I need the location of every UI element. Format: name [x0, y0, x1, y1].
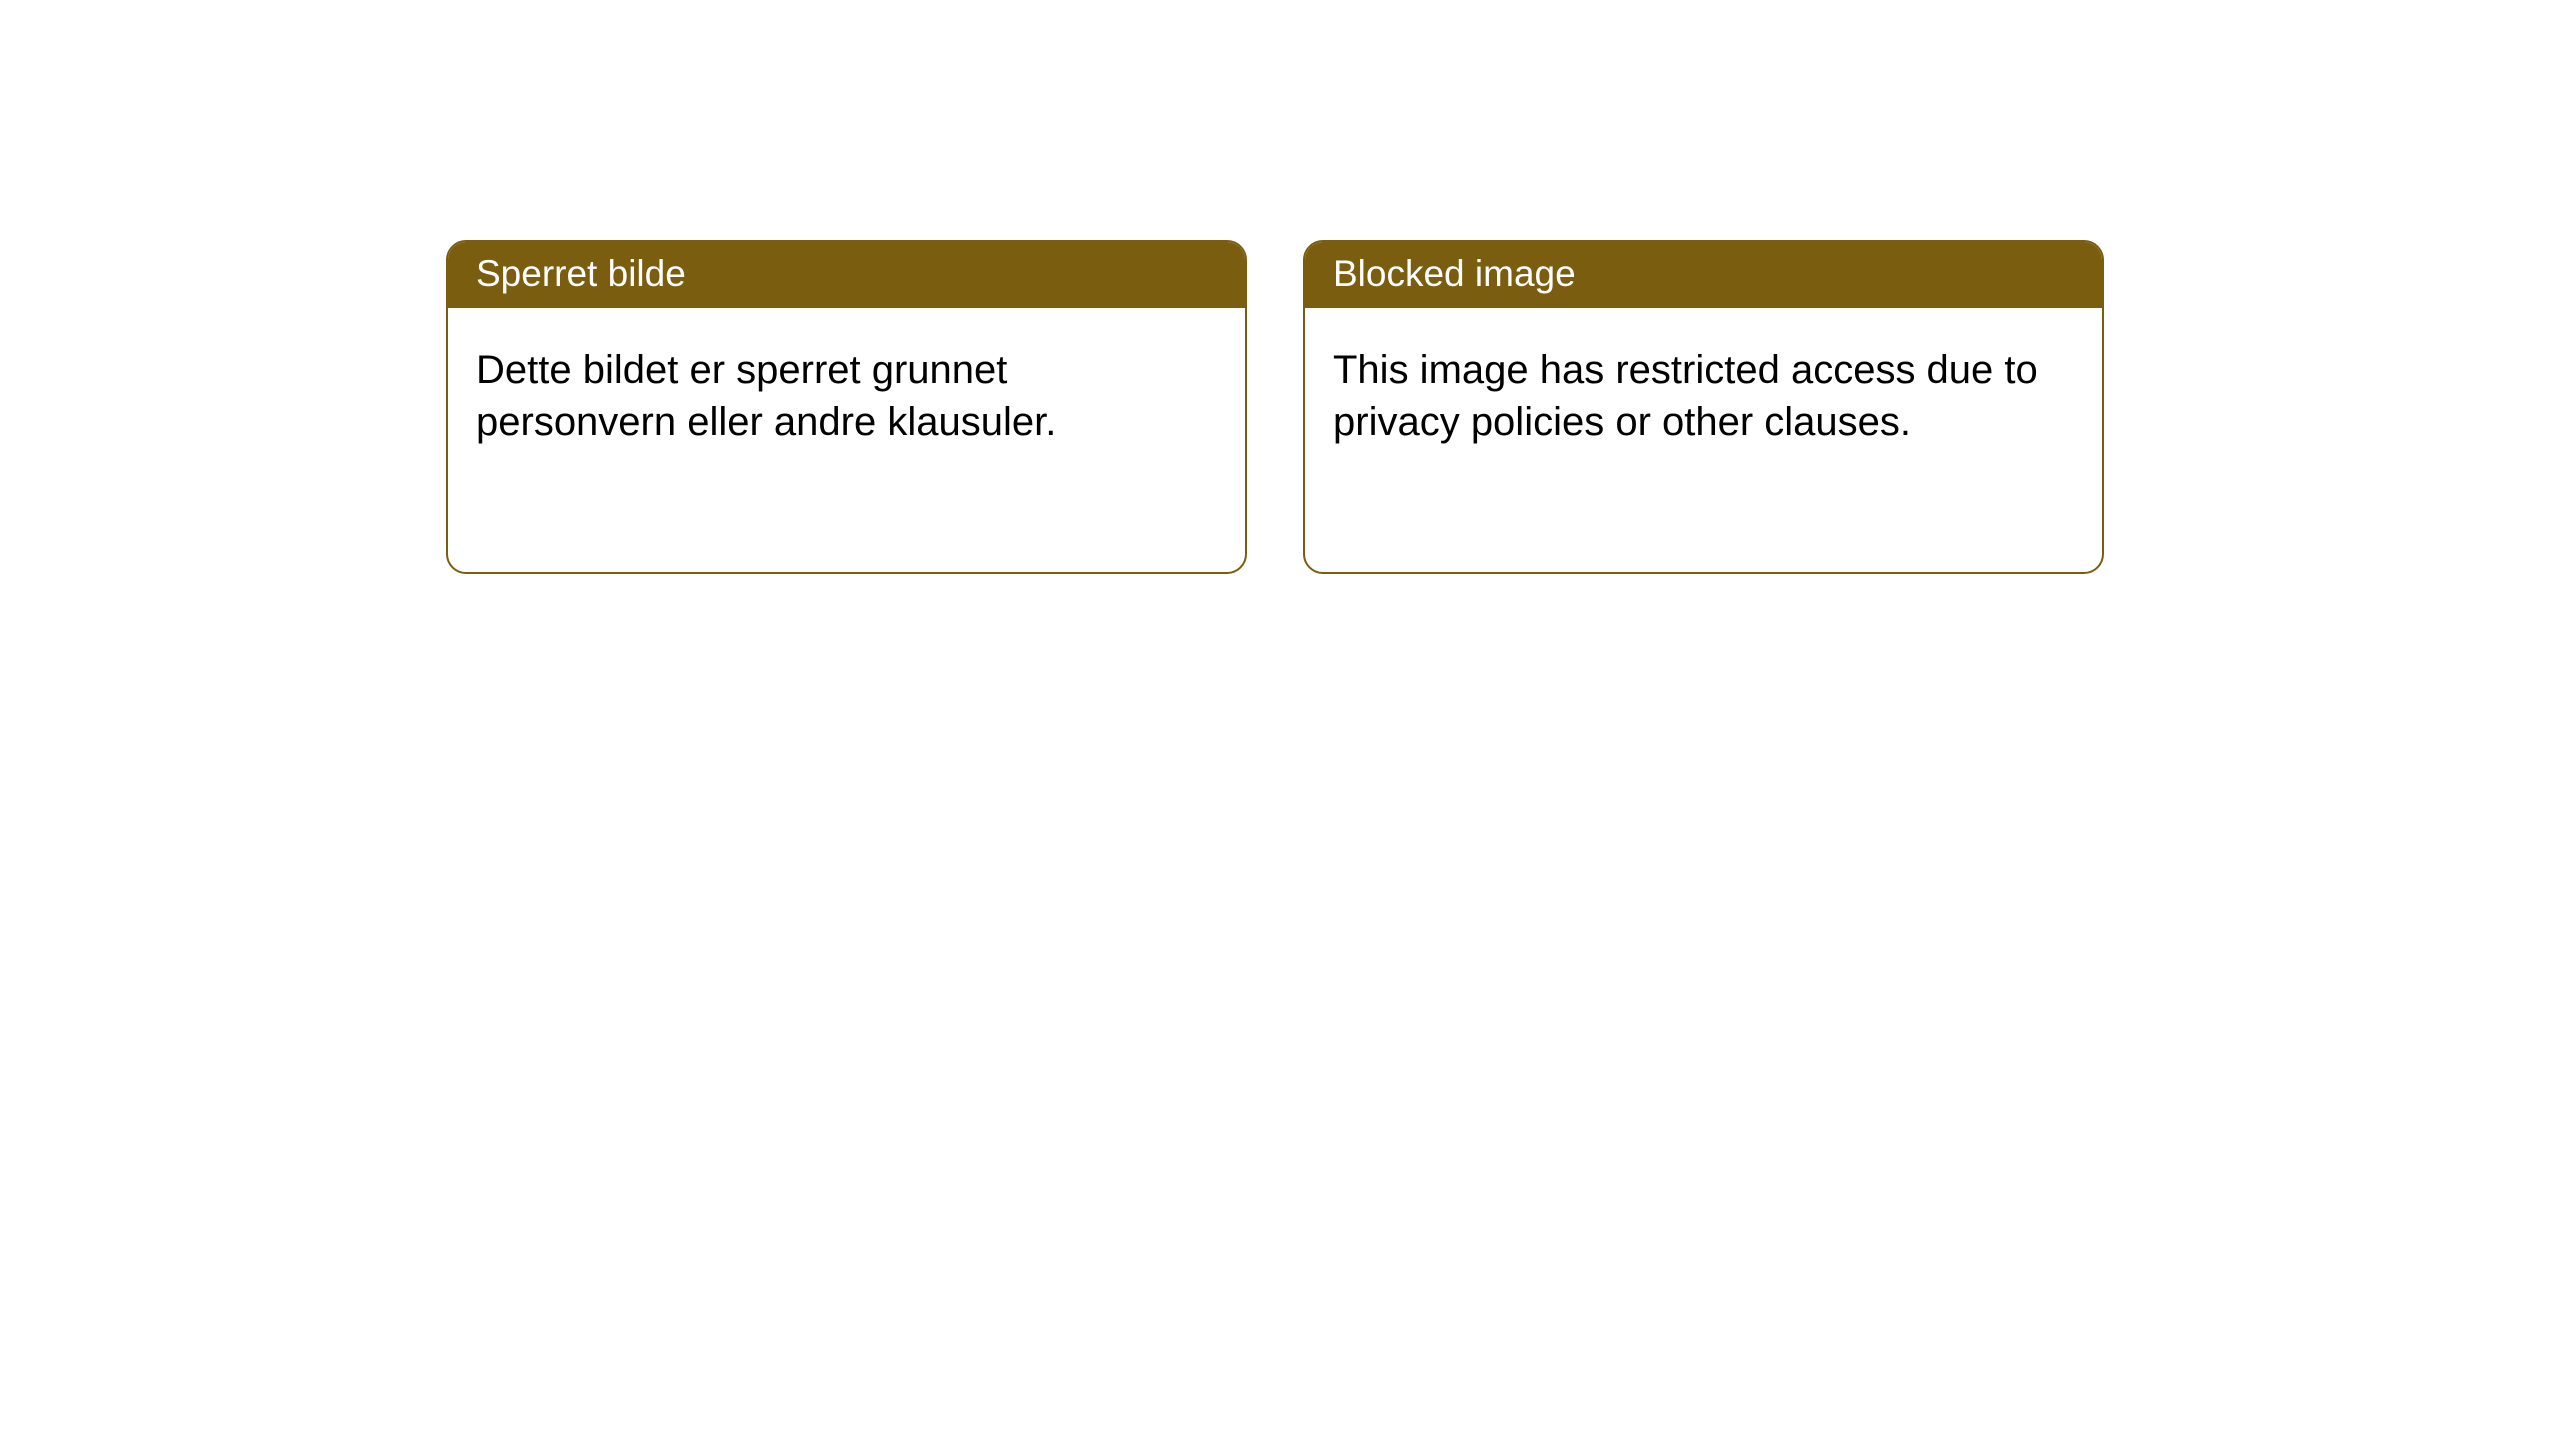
card-header-en: Blocked image — [1305, 242, 2102, 308]
card-body-en: This image has restricted access due to … — [1305, 308, 2102, 476]
cards-container: Sperret bilde Dette bildet er sperret gr… — [0, 0, 2560, 574]
card-header-no: Sperret bilde — [448, 242, 1245, 308]
card-body-no: Dette bildet er sperret grunnet personve… — [448, 308, 1245, 476]
blocked-image-card-no: Sperret bilde Dette bildet er sperret gr… — [446, 240, 1247, 574]
blocked-image-card-en: Blocked image This image has restricted … — [1303, 240, 2104, 574]
